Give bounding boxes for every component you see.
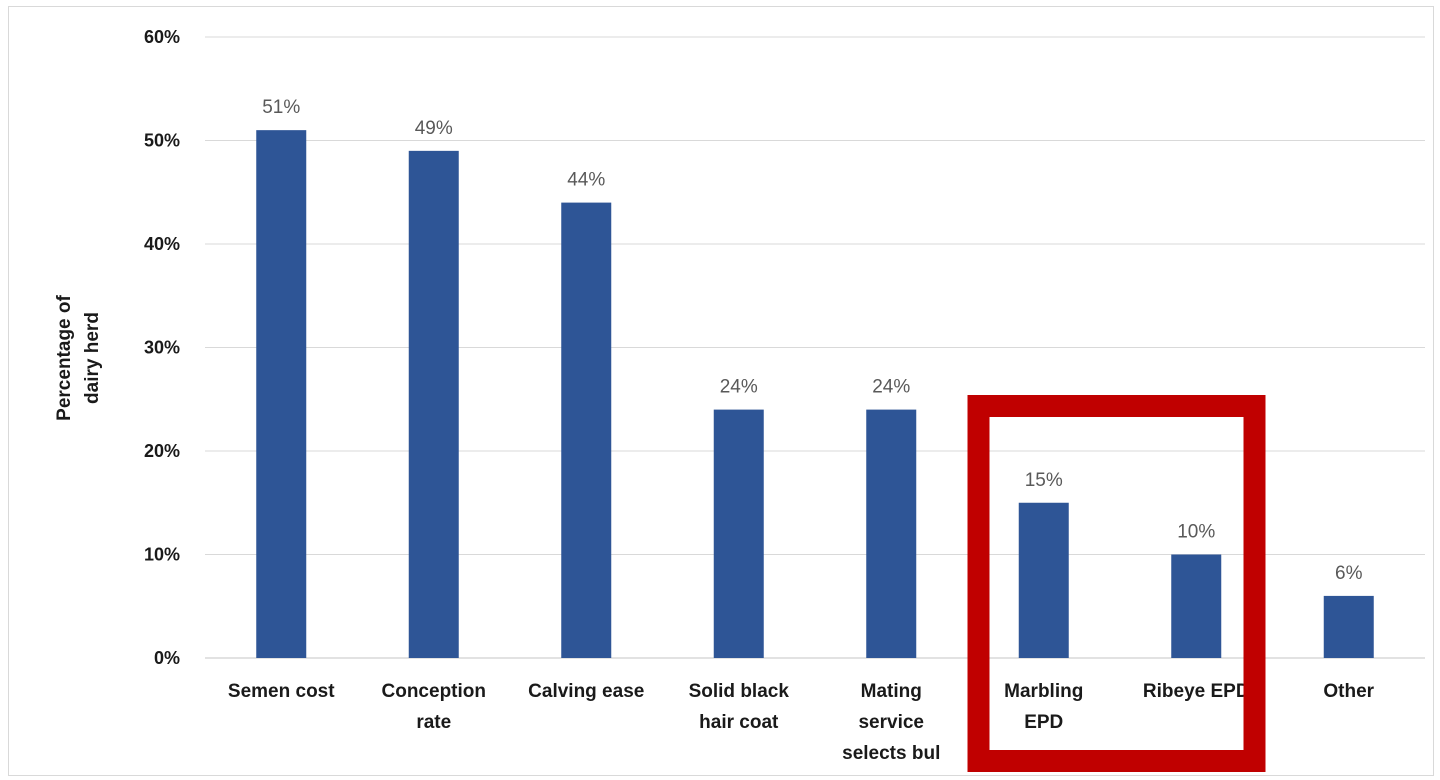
data-label: 24% <box>720 377 758 398</box>
data-label: 10% <box>1177 522 1215 543</box>
gridlines <box>205 36 1425 659</box>
highlight-box-group <box>967 395 1266 772</box>
bar <box>561 202 612 658</box>
bar <box>713 409 764 658</box>
y-axis-tick-labels: 0% 10% 20% 30% 40% 50% 60% <box>144 27 180 668</box>
y-tick-label: 60% <box>144 27 180 47</box>
category-label: Calving ease <box>528 681 644 702</box>
bar <box>408 150 459 658</box>
data-label: 51% <box>262 97 300 118</box>
data-label: 44% <box>567 170 605 191</box>
y-tick-label: 20% <box>144 441 180 461</box>
data-label: 6% <box>1335 563 1363 584</box>
data-label: 15% <box>1025 470 1063 491</box>
category-label: Other <box>1323 681 1374 702</box>
bar <box>1018 502 1069 658</box>
y-tick-label: 50% <box>144 131 180 151</box>
y-axis-title-text: Percentage of dairy herd <box>54 295 103 421</box>
y-axis-title: Percentage of dairy herd <box>54 295 103 421</box>
bar <box>1171 554 1222 658</box>
bars <box>256 130 1374 658</box>
category-label: Ribeye EPD <box>1143 681 1250 702</box>
data-label: 49% <box>415 118 453 139</box>
y-tick-label: 40% <box>144 234 180 254</box>
y-tick-label: 10% <box>144 545 180 565</box>
bar <box>866 409 917 658</box>
category-label: Conception rate <box>382 681 487 733</box>
category-labels: Semen cost Conception rate Calving ease Soli… <box>228 681 1375 764</box>
y-tick-label: 30% <box>144 338 180 358</box>
y-tick-label: 0% <box>154 648 180 668</box>
data-labels: 51% 49% 44% 24% 24% 15% 10% 6% <box>262 97 1362 584</box>
bar <box>1323 595 1374 658</box>
chart-frame <box>8 6 1434 776</box>
category-label: Mating service selects bul <box>842 681 940 764</box>
category-label: Semen cost <box>228 681 335 702</box>
highlight-box <box>967 395 1266 772</box>
data-label: 24% <box>872 377 910 398</box>
bar <box>256 130 307 658</box>
category-label: Marbling EPD <box>1004 681 1083 733</box>
category-label: Solid black hair coat <box>689 681 790 733</box>
